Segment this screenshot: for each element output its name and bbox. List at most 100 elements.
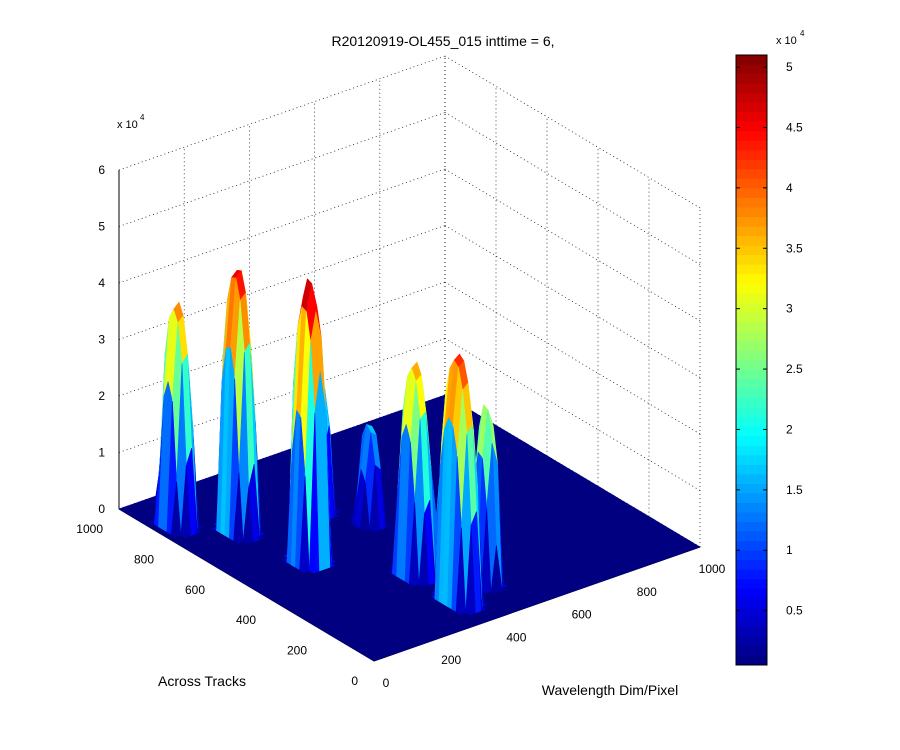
colorbar-swatch	[736, 522, 767, 533]
colorbar-swatch	[736, 236, 767, 247]
colorbar: 0.5 1 1.5 2 2.5 3 3.5 4 4.5 5	[735, 54, 803, 666]
grid-line	[118, 112, 446, 227]
grid-line	[118, 168, 446, 284]
colorbar-swatch	[736, 312, 767, 323]
colorbar-swatch	[736, 112, 767, 123]
z-tick-label: 2	[98, 389, 105, 403]
y-tick-label: 1000	[76, 522, 103, 536]
y-tick-label: 400	[236, 613, 256, 627]
z-tick-label: 6	[98, 163, 105, 177]
colorbar-swatch	[736, 140, 767, 151]
chart-title: R20120919-OL455_015 inttime = 6,	[332, 33, 555, 49]
colorbar-swatch	[736, 531, 767, 542]
surface-patch	[369, 656, 381, 662]
colorbar-swatch	[736, 550, 767, 561]
x-tick-label: 600	[572, 608, 592, 622]
colorbar-tick-label: 5	[786, 60, 793, 74]
colorbar-swatch	[736, 636, 767, 647]
z-exponent: x 10 4	[117, 113, 145, 131]
z-tick-label: 4	[98, 276, 105, 290]
colorbar-tick-label: 3.5	[786, 241, 803, 255]
colorbar-swatch	[736, 474, 767, 485]
colorbar-swatch	[736, 617, 767, 628]
colorbar-swatch	[736, 55, 767, 66]
grid-line	[444, 338, 701, 491]
surface-plot	[118, 269, 701, 662]
colorbar-swatch	[736, 369, 767, 380]
colorbar-exponent-base: x 10	[776, 35, 797, 47]
grid-line	[118, 338, 446, 453]
colorbar-swatch	[736, 588, 767, 599]
z-tick-label: 1	[98, 446, 105, 460]
colorbar-swatch	[736, 569, 767, 580]
colorbar-swatch	[736, 607, 767, 618]
colorbar-swatch	[736, 83, 767, 94]
colorbar-tick-label: 4.5	[786, 120, 803, 134]
colorbar-swatch	[736, 207, 767, 218]
colorbar-swatch	[736, 645, 767, 656]
colorbar-swatch	[736, 455, 767, 466]
x-tick-label: 800	[637, 585, 657, 599]
grid-line	[444, 168, 701, 322]
colorbar-swatch	[736, 188, 767, 199]
colorbar-swatch	[736, 169, 767, 180]
axis-ticks: 0 200 400 600 800 1000 0 200 400 600 800 1000 0 1 2 3 4 5…	[76, 163, 725, 690]
colorbar-exponent-power: 4	[800, 29, 805, 38]
colorbar-swatch	[736, 121, 767, 132]
colorbar-swatch	[736, 150, 767, 161]
grid-line	[444, 112, 701, 265]
colorbar-tick-label: 1	[786, 543, 793, 557]
z-tick-label: 5	[98, 220, 105, 234]
x-tick-label: 1000	[699, 562, 726, 576]
colorbar-swatch	[736, 159, 767, 170]
y-axis-label: Across Tracks	[158, 673, 246, 689]
colorbar-tick-label: 1.5	[786, 483, 803, 497]
colorbar-swatch	[736, 426, 767, 437]
x-axis-label: Wavelength Dim/Pixel	[542, 682, 678, 698]
colorbar-swatch	[736, 302, 767, 313]
x-tick-label: 0	[383, 676, 390, 690]
colorbar-tick-label: 2	[786, 422, 793, 436]
x-tick-label: 400	[506, 630, 526, 644]
z-exponent-power: 4	[140, 113, 145, 122]
grid-line	[444, 225, 701, 378]
colorbar-exponent: x 10 4	[776, 29, 805, 47]
y-tick-label: 600	[185, 583, 205, 597]
colorbar-swatch	[736, 388, 767, 399]
colorbar-swatch	[736, 283, 767, 294]
colorbar-swatch	[736, 131, 767, 142]
colorbar-swatch	[736, 102, 767, 113]
colorbar-tick-label: 3	[786, 302, 793, 316]
colorbar-swatch	[736, 178, 767, 189]
colorbar-swatch	[736, 217, 767, 228]
colorbar-swatch	[736, 350, 767, 361]
colorbar-swatch	[736, 255, 767, 266]
z-tick-label: 0	[98, 502, 105, 516]
z-exponent-base: x 10	[117, 119, 138, 131]
colorbar-swatch	[736, 512, 767, 523]
x-tick-label: 200	[441, 653, 461, 667]
colorbar-tick-label: 0.5	[786, 604, 803, 618]
grid-line	[118, 281, 446, 397]
colorbar-swatch	[736, 398, 767, 409]
colorbar-swatch	[736, 655, 767, 666]
colorbar-swatch	[736, 493, 767, 504]
colorbar-swatch	[736, 360, 767, 371]
colorbar-tick-label: 4	[786, 181, 793, 195]
colorbar-swatch	[736, 293, 767, 304]
colorbar-swatch	[736, 598, 767, 609]
colorbar-swatch	[736, 379, 767, 390]
colorbar-swatch	[736, 64, 767, 75]
grid-line	[118, 225, 446, 340]
colorbar-swatch	[736, 445, 767, 456]
colorbar-swatch	[736, 579, 767, 590]
colorbar-swatch	[736, 197, 767, 208]
colorbar-swatch	[736, 74, 767, 85]
colorbar-swatch	[736, 321, 767, 332]
colorbar-swatch	[736, 264, 767, 275]
colorbar-swatch	[736, 436, 767, 447]
colorbar-swatch	[736, 541, 767, 552]
colorbar-swatch	[736, 340, 767, 351]
colorbar-swatch	[736, 483, 767, 494]
